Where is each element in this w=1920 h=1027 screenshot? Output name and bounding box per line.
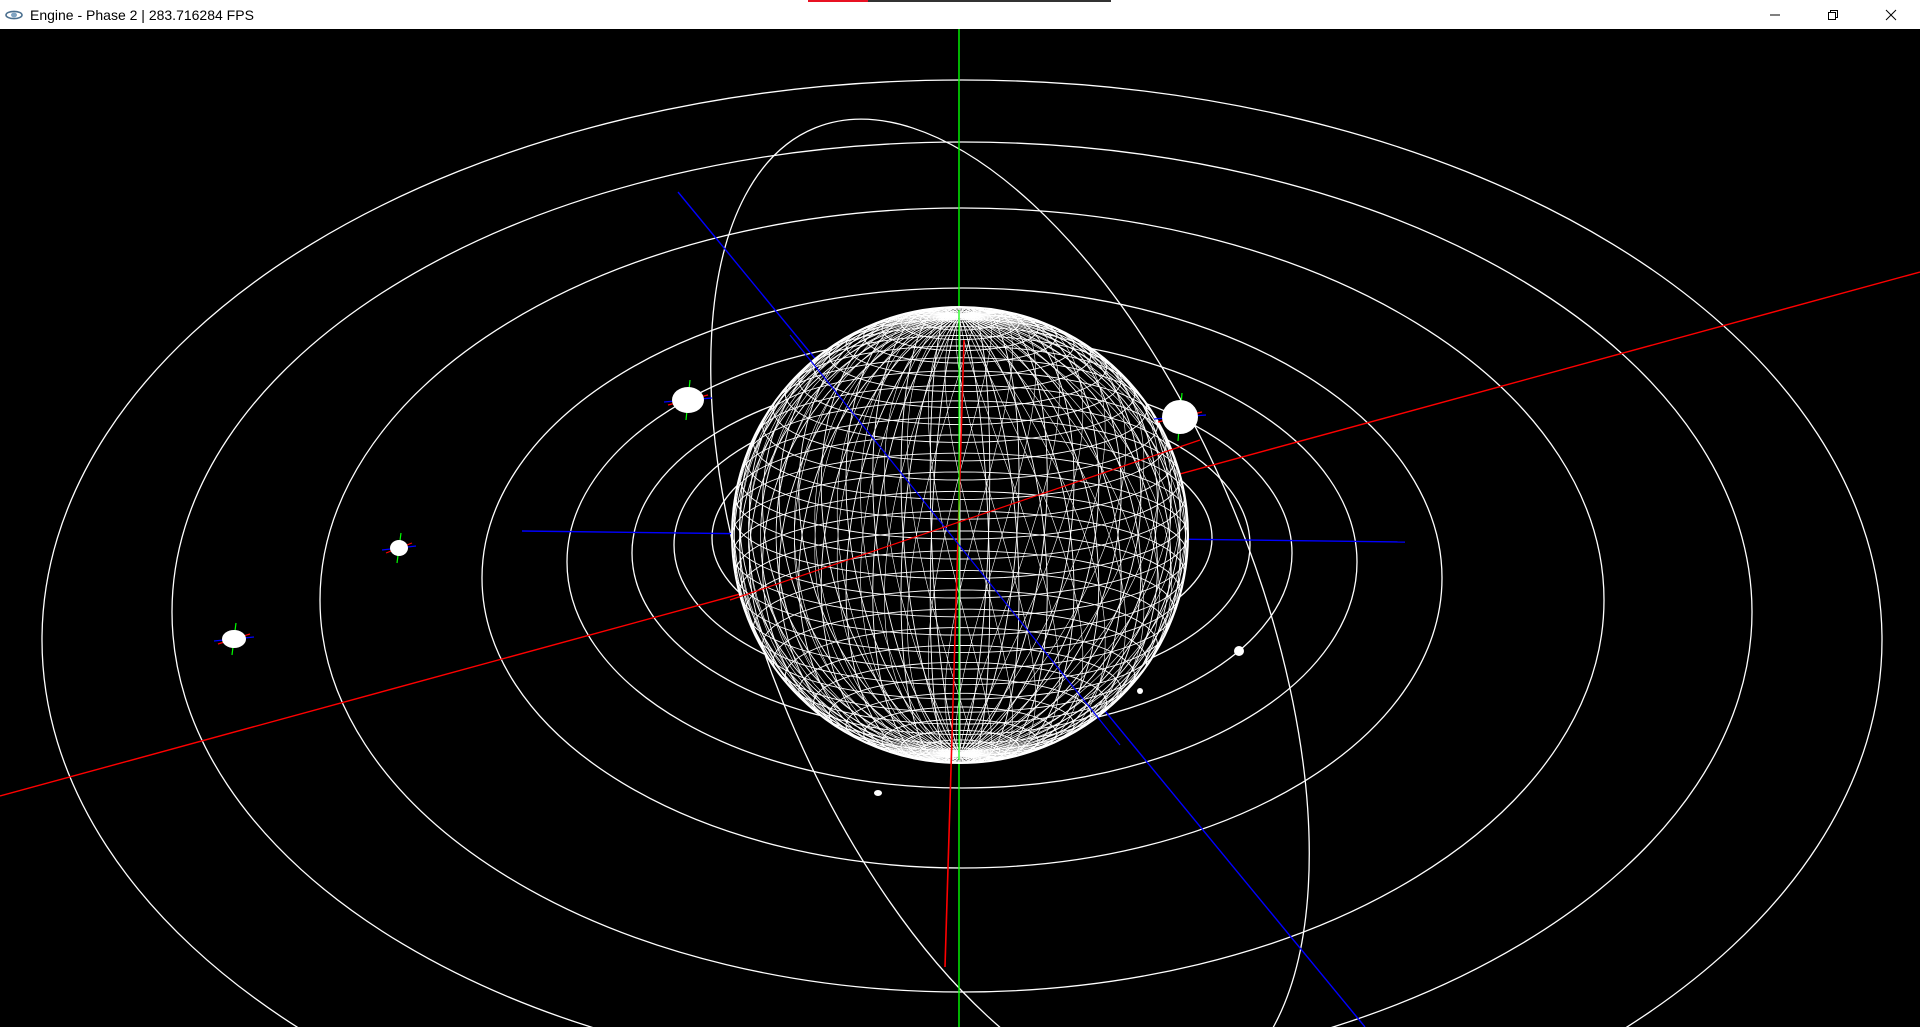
- sphere-triangulation-line: [775, 309, 961, 755]
- sphere-triangulation-line: [959, 315, 1160, 755]
- sphere-triangulation-line: [760, 310, 961, 755]
- sphere-triangulation-line: [793, 315, 961, 762]
- moon-body: [1137, 688, 1143, 694]
- maximize-button[interactable]: [1804, 0, 1862, 29]
- orbit-ring: [41, 79, 1883, 1027]
- scene-canvas[interactable]: [0, 29, 1920, 1027]
- sphere-triangulation-line: [907, 315, 976, 763]
- moon-body: [1162, 400, 1198, 434]
- orbit-ring: [481, 287, 1443, 869]
- close-button[interactable]: [1862, 0, 1920, 29]
- moon: [663, 379, 713, 421]
- sphere-triangulation-line: [959, 315, 1182, 755]
- sphere-triangulation-line: [959, 315, 1187, 755]
- moon: [213, 622, 255, 656]
- window-controls: [1746, 0, 1920, 29]
- sphere-triangulation-line: [955, 315, 1036, 761]
- sphere-triangulation-line: [928, 315, 992, 763]
- sphere-triangulation-line: [959, 315, 1060, 760]
- moon: [1234, 646, 1244, 656]
- moon: [1153, 392, 1207, 442]
- window-title: Engine - Phase 2 | 283.716284 FPS: [30, 6, 254, 23]
- sphere-triangulation-line: [959, 315, 1182, 755]
- sphere-triangulation-line: [959, 315, 1084, 759]
- moon-body: [1234, 646, 1244, 656]
- sphere-triangulation-line: [944, 308, 1013, 755]
- title-accent-red: [808, 0, 868, 2]
- orbiting-bodies: [213, 379, 1244, 796]
- moon-body: [874, 790, 882, 796]
- sphere-triangulation-line: [860, 306, 961, 755]
- sphere-triangulation-line: [944, 315, 1013, 762]
- sphere-triangulation-line: [959, 315, 1187, 755]
- moon: [381, 532, 417, 564]
- sphere-triangulation-line: [814, 307, 961, 755]
- sphere-triangulation-line: [959, 311, 1084, 755]
- planet-z-axis: [789, 334, 1121, 746]
- moon-body: [672, 387, 704, 413]
- sphere-triangulation-line: [959, 315, 1160, 755]
- orbit-ring: [171, 141, 1753, 1027]
- sphere-triangulation-line: [955, 309, 1036, 755]
- sphere-outline: [731, 306, 1189, 764]
- render-viewport[interactable]: [0, 29, 1920, 1027]
- sphere-triangulation-line: [884, 306, 965, 755]
- sphere-triangulation-line: [959, 315, 1173, 755]
- title-accent-dark: [868, 0, 1111, 2]
- inclined-orbit: [710, 118, 1310, 1027]
- planet-x-axis: [944, 339, 965, 968]
- sphere-triangulation-line: [836, 307, 961, 755]
- moon: [874, 790, 882, 796]
- sphere-triangulation-line: [793, 308, 961, 755]
- title-accent-bar: [808, 0, 1111, 2]
- sphere-triangulation-line: [959, 315, 1173, 755]
- close-icon: [1885, 9, 1897, 20]
- title-bar[interactable]: Engine - Phase 2 | 283.716284 FPS: [0, 0, 1920, 29]
- sphere-triangulation-line: [775, 315, 961, 761]
- planet-wireframe-sphere: [731, 306, 1189, 764]
- restore-icon: [1828, 9, 1838, 20]
- planet-x-axis-front: [729, 439, 1201, 601]
- moon-body: [222, 630, 246, 648]
- sphere-triangulation-line: [959, 310, 1060, 755]
- minimize-icon: [1770, 14, 1780, 15]
- moon-body: [390, 540, 408, 556]
- moon: [1137, 688, 1143, 694]
- planet-axes: [729, 310, 1201, 968]
- minimize-button[interactable]: [1746, 0, 1804, 29]
- sphere-triangulation-line: [907, 307, 976, 755]
- engine-app-icon[interactable]: [5, 9, 23, 21]
